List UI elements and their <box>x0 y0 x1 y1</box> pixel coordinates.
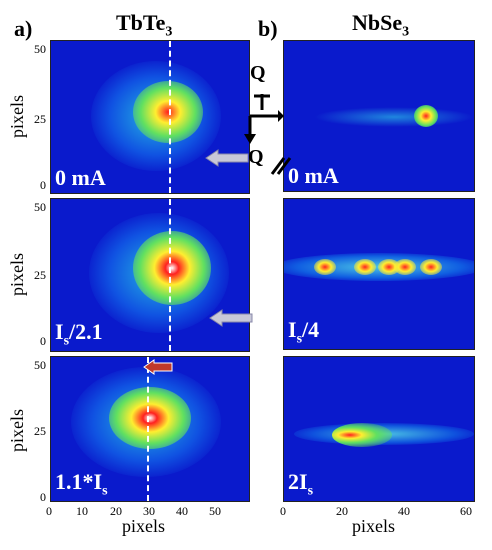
left-x-label: pixels <box>122 516 165 536</box>
y-tick: 25 <box>34 424 46 438</box>
right-panel-1: 0 mA <box>283 40 475 192</box>
left-panel-2: Is/2.1 <box>50 198 250 352</box>
y-tick: 0 <box>40 178 46 192</box>
left-current-3: 1.1*Is <box>55 468 108 498</box>
x-tick: 0 <box>280 504 286 518</box>
left-current-2: Is/2.1 <box>55 318 103 348</box>
x-tick: 60 <box>460 504 472 518</box>
y-tick: 0 <box>40 490 46 504</box>
right-x-label: pixels <box>352 516 395 536</box>
y-tick: 25 <box>34 268 46 282</box>
x-tick: 0 <box>46 504 52 518</box>
panel-letter-a: a) <box>14 16 33 41</box>
q-parallel-label: Q <box>248 146 264 168</box>
right-current-3: 2Is <box>288 468 314 498</box>
y-tick: 25 <box>34 112 46 126</box>
x-tick: 20 <box>336 504 348 518</box>
x-tick: 30 <box>143 504 155 518</box>
x-tick: 10 <box>76 504 88 518</box>
gray-arrow-2 <box>209 309 253 327</box>
x-tick: 20 <box>110 504 122 518</box>
x-tick: 40 <box>176 504 188 518</box>
right-current-2: Is/4 <box>288 316 320 346</box>
y-tick: 50 <box>34 358 46 372</box>
left-panel-1: 0 mA <box>50 40 250 194</box>
left-panel-3: 1.1*Is <box>50 356 250 502</box>
q-axes-indicator <box>244 94 292 175</box>
panel-letter-b: b) <box>258 16 278 41</box>
q-perp-label: Q <box>250 62 266 84</box>
left-current-1: 0 mA <box>55 165 106 190</box>
y-tick: 50 <box>34 200 46 214</box>
y-tick: 0 <box>40 334 46 348</box>
left-title: TbTe3 <box>116 10 173 40</box>
x-tick: 50 <box>209 504 221 518</box>
gray-arrow-1 <box>205 149 249 167</box>
red-arrow <box>143 359 173 375</box>
y-label-1: pixels <box>7 95 27 138</box>
x-tick: 40 <box>398 504 410 518</box>
right-panel-2: Is/4 <box>283 198 475 350</box>
y-label-3: pixels <box>7 409 27 452</box>
y-label-2: pixels <box>7 253 27 296</box>
right-title: NbSe3 <box>352 10 410 40</box>
y-tick: 50 <box>34 42 46 56</box>
right-panel-3: 2Is <box>283 356 475 502</box>
right-current-1: 0 mA <box>288 163 339 188</box>
